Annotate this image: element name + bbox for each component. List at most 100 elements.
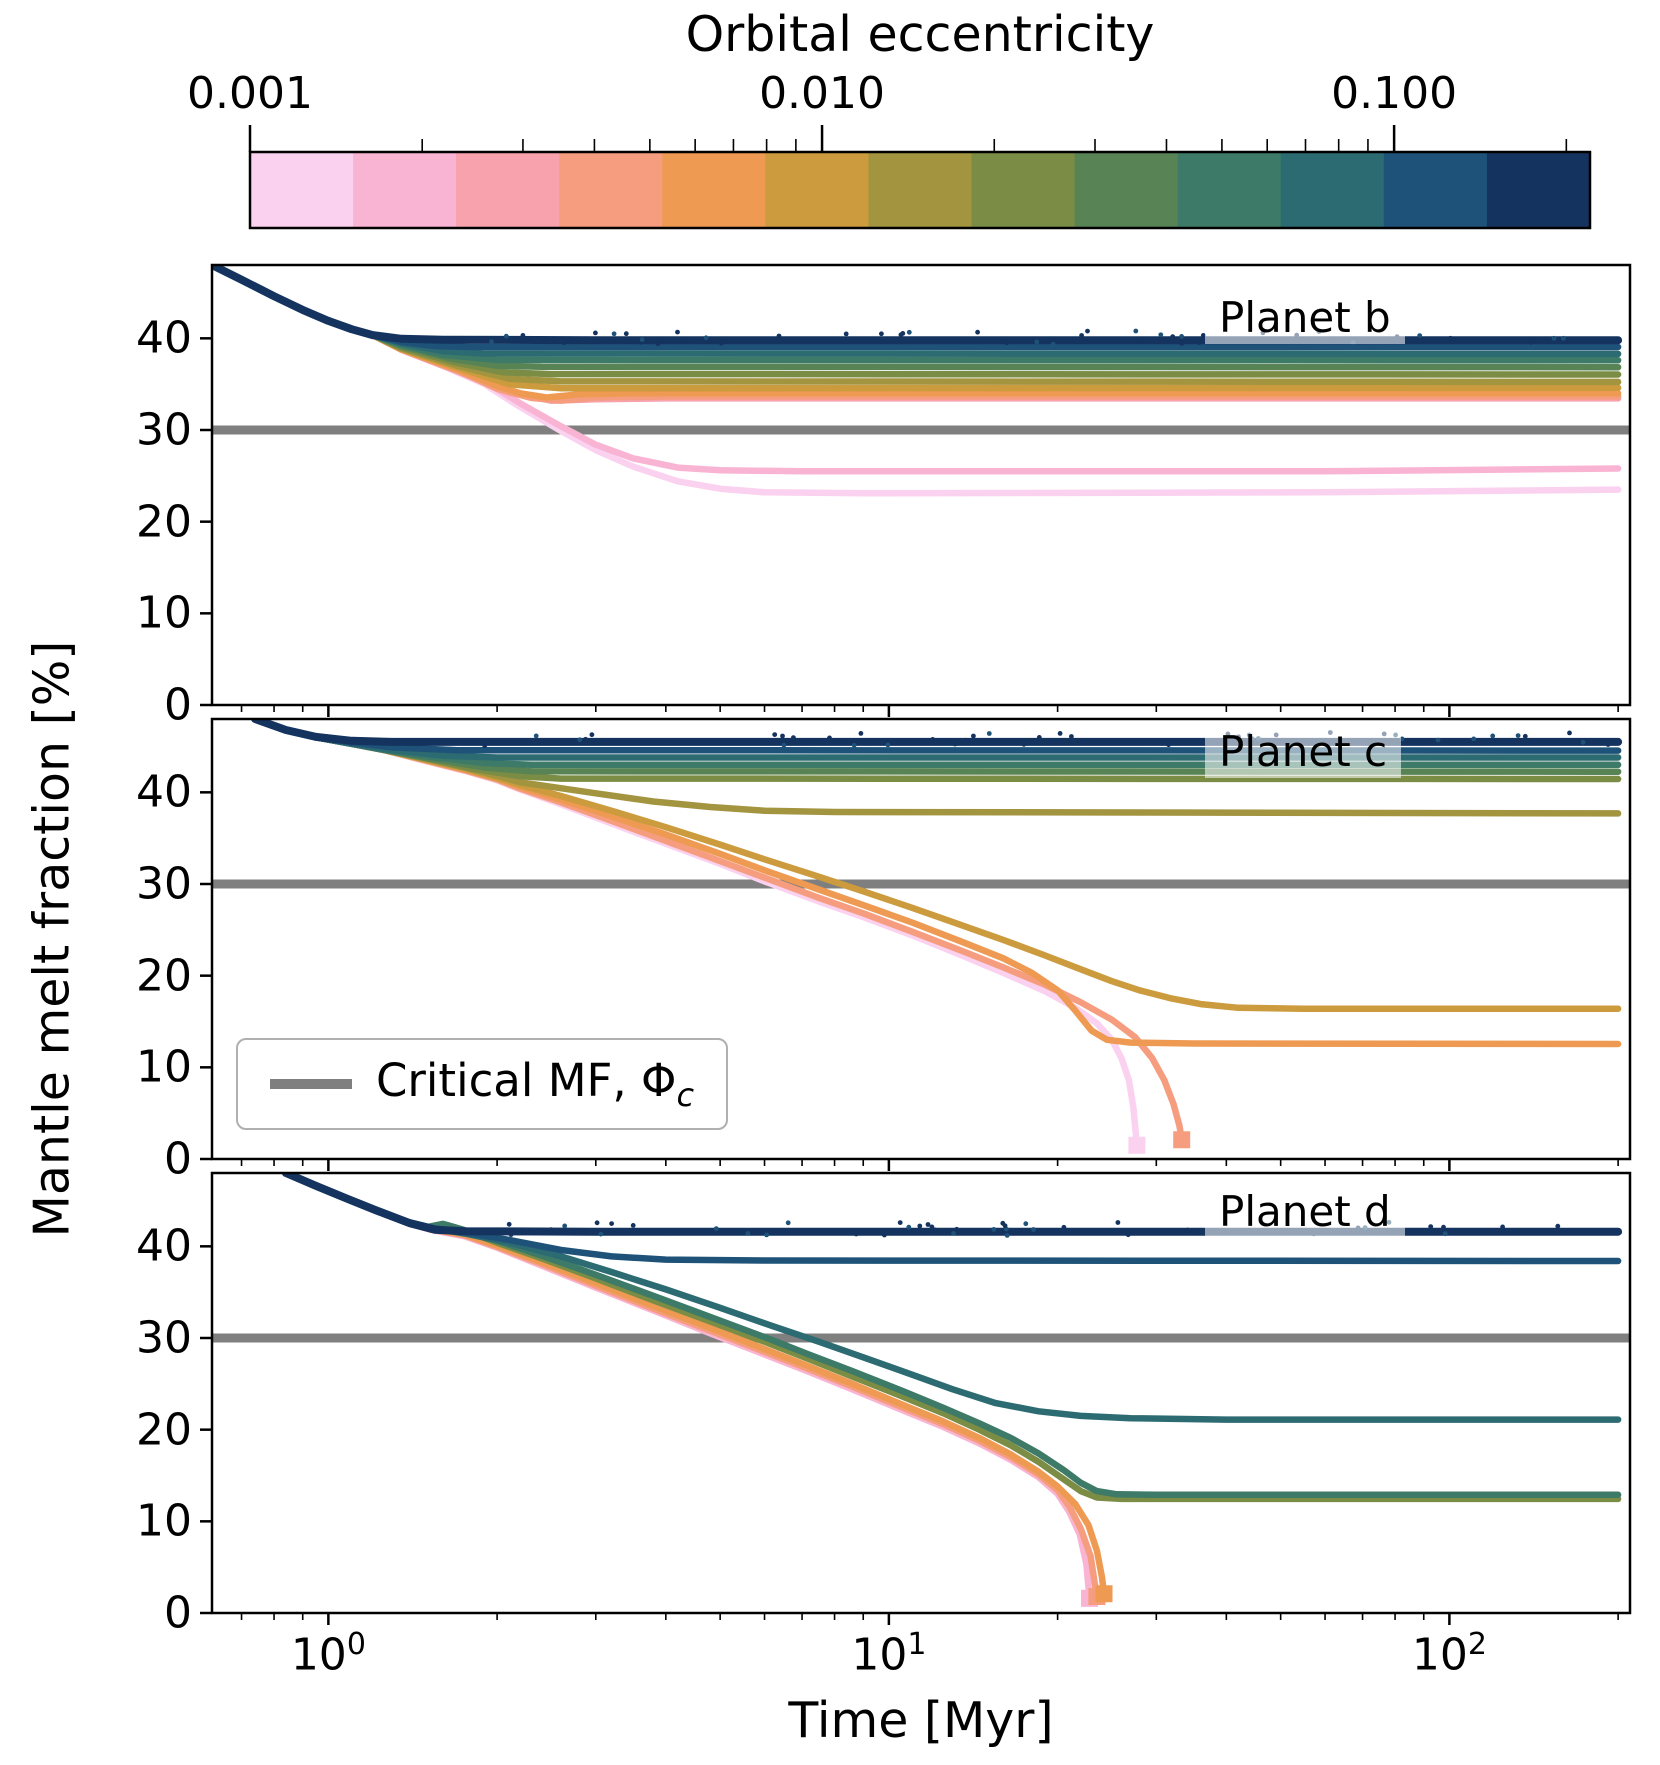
- noise-dot: [776, 333, 782, 339]
- noise-dot: [1449, 1230, 1455, 1235]
- noise-dot: [954, 1226, 960, 1232]
- noise-dot: [1417, 333, 1423, 338]
- noise-dot: [1528, 339, 1534, 345]
- series-e0.2: [251, 719, 1623, 746]
- colorbar-segment: [1486, 152, 1591, 228]
- noise-dot: [829, 1230, 835, 1236]
- noise-dot: [858, 731, 864, 736]
- colorbar-tick-label: 0.100: [1331, 68, 1458, 119]
- y-tick-label: 30: [136, 404, 192, 456]
- noise-dot: [1185, 1227, 1190, 1233]
- noise-dot: [1435, 737, 1441, 743]
- noise-dot: [1034, 339, 1040, 345]
- noise-dot: [925, 1222, 931, 1227]
- noise-dot: [952, 741, 958, 747]
- noise-dot: [1561, 335, 1566, 341]
- panel-annotation: Planet d: [1205, 1185, 1405, 1238]
- noise-dot: [533, 733, 539, 739]
- panel-frame: [210, 263, 1632, 707]
- noise-dot: [1567, 730, 1572, 736]
- colorbar-segment: [1383, 152, 1488, 228]
- noise-dot: [1115, 1220, 1121, 1225]
- noise-dot: [1580, 739, 1586, 745]
- end-marker: [1173, 1131, 1191, 1149]
- noise-dot: [1442, 1231, 1448, 1237]
- noise-dot: [1166, 742, 1171, 748]
- panel-planet-c: [212, 719, 1630, 1154]
- noise-dot: [660, 738, 666, 744]
- x-axis-label: Time [Myr]: [788, 1692, 1054, 1749]
- colorbar-segment: [1074, 152, 1179, 228]
- panel-frame: [210, 1171, 1632, 1615]
- noise-dot: [667, 1230, 673, 1236]
- end-marker: [1128, 1136, 1146, 1154]
- colorbar-segment: [1177, 152, 1282, 228]
- colorbar-segment: [971, 152, 1076, 228]
- noise-dot: [515, 335, 521, 341]
- noise-dot: [1125, 1232, 1131, 1238]
- noise-dot: [1079, 333, 1084, 338]
- y-tick-label: 10: [136, 1041, 192, 1093]
- x-tick-label: 100: [290, 1627, 366, 1681]
- noise-dot: [675, 329, 680, 335]
- noise-dot: [611, 331, 617, 337]
- y-tick-label: 0: [164, 1587, 192, 1639]
- noise-dot: [489, 339, 494, 344]
- noise-dot: [885, 742, 891, 748]
- y-tick-label: 20: [136, 1404, 192, 1456]
- noise-dot: [713, 1226, 719, 1231]
- noise-dot: [906, 1224, 912, 1230]
- noise-dot: [772, 732, 778, 737]
- colorbar-tick-label: 0.010: [759, 68, 886, 119]
- noise-dot: [482, 743, 488, 749]
- noise-dot: [851, 742, 857, 748]
- noise-dot: [932, 1227, 938, 1233]
- colorbar-segment: [456, 152, 560, 228]
- noise-dot: [589, 732, 595, 738]
- noise-dot: [951, 1231, 956, 1236]
- y-tick-label: 0: [164, 1133, 192, 1185]
- noise-dot: [561, 340, 567, 346]
- noise-dot: [630, 1223, 636, 1228]
- noise-dot: [1050, 341, 1056, 347]
- noise-dot: [1069, 734, 1074, 739]
- noise-dot: [1196, 340, 1202, 345]
- colorbar-segment: [1280, 152, 1385, 228]
- noise-dot: [746, 738, 752, 743]
- noise-dot: [1605, 742, 1611, 747]
- noise-dot: [1004, 340, 1010, 346]
- noise-dot: [1441, 1224, 1446, 1230]
- colorbar-frame: [248, 150, 1592, 230]
- series-e0.2: [212, 265, 1623, 345]
- noise-dot: [986, 731, 992, 736]
- noise-dot: [897, 1220, 903, 1225]
- noise-dot: [1490, 733, 1496, 739]
- noise-dot: [1555, 1223, 1561, 1229]
- noise-dot: [525, 336, 531, 341]
- panel-planet-d: [212, 1173, 1630, 1607]
- y-tick-label: 20: [136, 496, 192, 548]
- noise-dot: [1551, 335, 1557, 341]
- noise-dot: [510, 739, 516, 745]
- noise-dot: [508, 1232, 514, 1237]
- noise-dot: [781, 742, 787, 748]
- noise-dot: [1170, 334, 1176, 339]
- x-tick-label: 101: [851, 1627, 927, 1681]
- noise-dot: [503, 333, 509, 339]
- panel-planet-b: [212, 265, 1630, 497]
- y-tick-label: 10: [136, 1495, 192, 1547]
- noise-dot: [593, 330, 598, 336]
- noise-dot: [583, 736, 588, 742]
- noise-dot: [719, 340, 724, 346]
- colorbar-segment: [765, 152, 870, 228]
- critical-mf-line-swatch: [270, 1079, 352, 1089]
- noise-dot: [1158, 332, 1164, 338]
- noise-dot: [745, 1231, 751, 1236]
- noise-dot: [900, 331, 906, 336]
- noise-dot: [975, 329, 980, 335]
- x-tick-label: 102: [1411, 1627, 1487, 1681]
- noise-dot: [780, 733, 785, 739]
- noise-dot: [520, 333, 526, 338]
